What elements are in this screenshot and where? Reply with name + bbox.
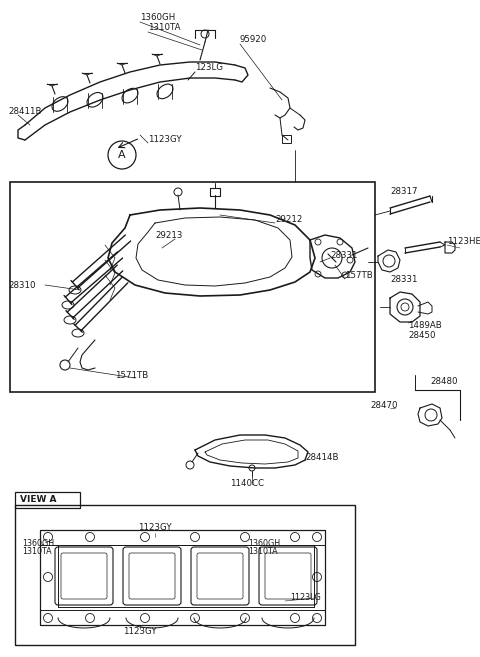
Text: 1140CC: 1140CC — [230, 480, 264, 489]
Bar — [282, 135, 291, 143]
Text: 28331: 28331 — [330, 250, 358, 260]
Text: 29213: 29213 — [155, 231, 182, 240]
Text: 28480: 28480 — [430, 378, 457, 386]
Text: 1360GH: 1360GH — [140, 14, 175, 22]
Bar — [40, 530, 325, 625]
Bar — [15, 492, 80, 508]
Text: 28310: 28310 — [8, 281, 36, 290]
Text: 28470: 28470 — [370, 401, 397, 409]
Bar — [40, 610, 325, 625]
Text: 1123HE: 1123HE — [447, 237, 480, 246]
Text: 1360GH: 1360GH — [22, 539, 54, 547]
Text: 123LG: 123LG — [195, 62, 223, 72]
Text: 1310TA: 1310TA — [22, 547, 52, 556]
Text: 28450: 28450 — [408, 332, 435, 340]
Text: 1123GY: 1123GY — [123, 627, 157, 637]
Text: 28414B: 28414B — [305, 453, 338, 463]
Text: 1571TB: 1571TB — [115, 371, 148, 380]
Text: 28411B: 28411B — [8, 108, 41, 116]
Text: A: A — [118, 150, 126, 160]
Text: 1489AB: 1489AB — [408, 321, 442, 330]
Bar — [40, 530, 325, 545]
Text: 1360GH: 1360GH — [248, 539, 280, 547]
Text: 1310TA: 1310TA — [248, 547, 277, 556]
Text: VIEW A: VIEW A — [20, 495, 57, 505]
Text: 29212: 29212 — [275, 215, 302, 225]
Text: 157TB: 157TB — [345, 271, 373, 281]
Text: 1123GY: 1123GY — [138, 522, 172, 532]
Text: 95920: 95920 — [240, 35, 267, 45]
Text: 1123LG: 1123LG — [290, 593, 321, 602]
Text: 28317: 28317 — [390, 187, 418, 196]
Text: 1123GY: 1123GY — [148, 135, 181, 145]
Text: 1310TA: 1310TA — [148, 24, 180, 32]
Bar — [10, 182, 375, 392]
Bar — [15, 505, 355, 645]
Text: 28331: 28331 — [390, 275, 418, 284]
